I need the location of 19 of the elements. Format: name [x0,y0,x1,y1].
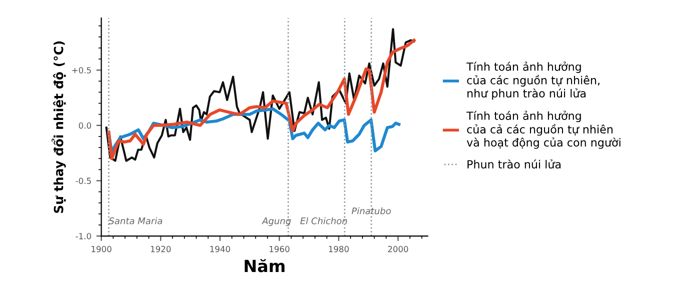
x-axis-title: Năm [244,258,284,272]
text: Phun trào núi lửa [468,159,561,169]
ref-line-label: Agung [262,218,291,226]
x-tick-label: 1960 [270,246,290,252]
ref-line-label: Santa Maria [108,217,162,224]
y-tick-label: -0.5 [76,178,91,184]
x-tick-label: 2000 [388,246,408,252]
y-axis-title: Sự thay đổi nhiệt độ (°C) [52,41,66,213]
ref-line-label: Pinatubo [352,207,391,214]
x-tick-label: 1940 [210,246,230,252]
y-tick-label: +0.5 [72,67,91,74]
x-tick-label: 1920 [150,246,171,252]
legend-label: Tính toán ảnh hưởng của cả các nguồn tự nhiên và hoạt động của con người [466,110,620,149]
x-tick-label: 1900 [92,246,112,252]
legend-label: Tính toán ảnh hưởng của các nguồn tự nhiên, như phun trào núi lửa [466,62,600,100]
y-tick-label: 0.0 [78,122,92,129]
y-tick-label: -1.0 [76,233,92,240]
x-tick-label: 1980 [329,246,349,252]
ref-line-label: El Chichon [300,217,347,224]
